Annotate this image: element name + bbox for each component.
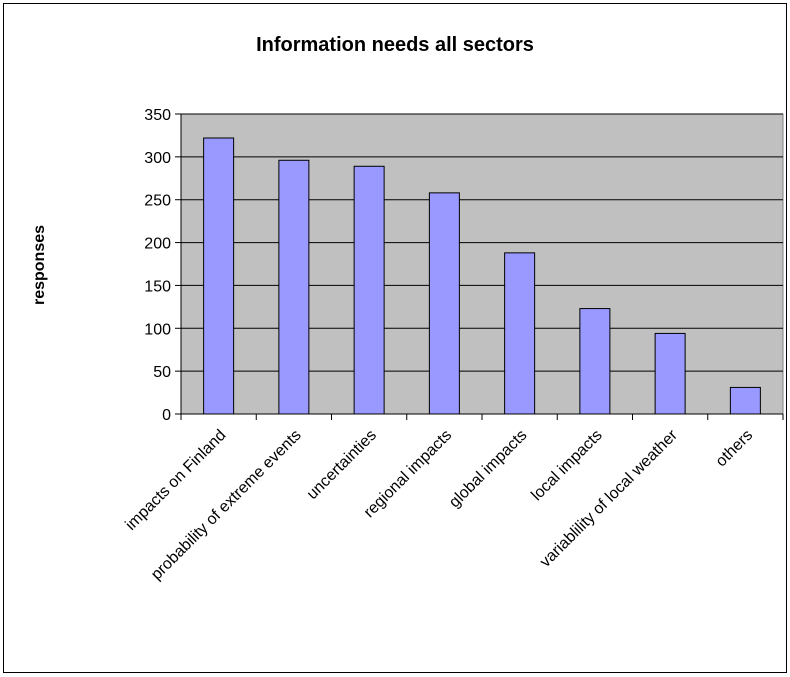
bar xyxy=(278,159,310,415)
bar xyxy=(504,252,536,415)
y-tick-labels: 0 50 100 150 200 250 300 350 xyxy=(144,107,171,424)
bar xyxy=(353,165,385,415)
y-tick-label: 100 xyxy=(144,321,171,338)
bar xyxy=(654,332,686,415)
x-tick-label: uncertainties xyxy=(304,427,380,503)
x-tick-label: others xyxy=(713,427,756,470)
bar xyxy=(729,386,761,415)
plot-area xyxy=(180,113,784,415)
x-tick-label: variablility of local weather xyxy=(537,426,682,571)
y-tick-label: 300 xyxy=(144,150,171,167)
y-tick-label: 0 xyxy=(162,407,171,424)
x-tick-label: local impacts xyxy=(528,427,605,504)
y-tick-label: 250 xyxy=(144,193,171,210)
bars xyxy=(203,137,761,415)
y-tick-label: 50 xyxy=(153,364,171,381)
chart-title: Information needs all sectors xyxy=(256,34,534,56)
x-tick-label: probability of extreme events xyxy=(148,427,305,584)
axes xyxy=(175,113,784,420)
y-tick-label: 200 xyxy=(144,236,171,253)
bar xyxy=(203,137,235,415)
y-tick-label: 350 xyxy=(144,107,171,124)
bar xyxy=(428,192,460,415)
y-tick-label: 150 xyxy=(144,278,171,295)
bar xyxy=(579,308,611,415)
x-tick-label: global impacts xyxy=(446,427,530,511)
